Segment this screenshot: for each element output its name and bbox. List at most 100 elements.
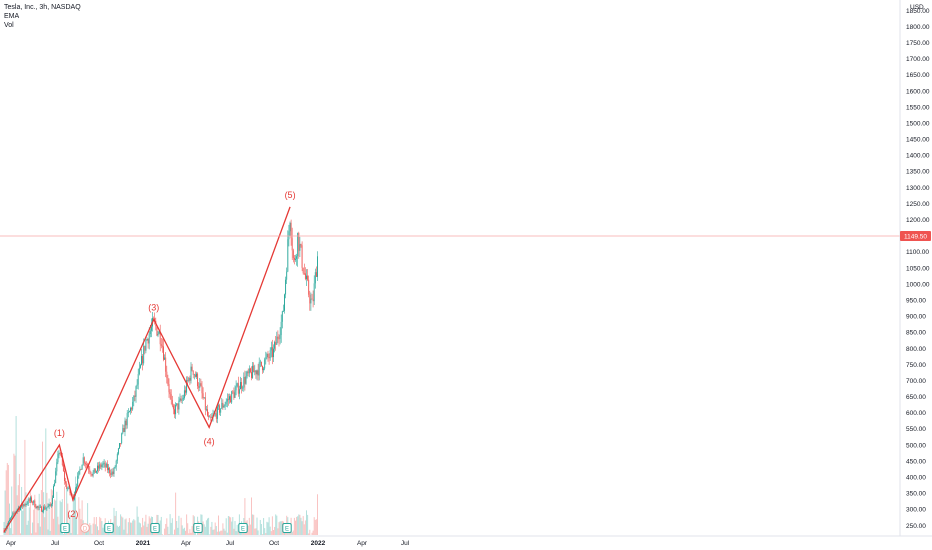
candle-body	[75, 489, 76, 495]
candle-body	[51, 497, 53, 505]
ema-indicator-label[interactable]: EMA	[4, 13, 20, 20]
elliott-wave-drawing[interactable]: (1) (2) (3) (4) (5)	[3, 190, 296, 533]
candle-body	[159, 331, 161, 345]
dividend-badge[interactable]: D	[80, 523, 90, 533]
volume-bar	[60, 502, 62, 535]
volume-indicator-label[interactable]: Vol	[4, 22, 14, 29]
candle-body	[146, 339, 148, 341]
candle-body	[42, 511, 43, 512]
candle-body	[18, 507, 20, 511]
volume-bar	[139, 523, 141, 535]
earnings-badge[interactable]: E	[238, 523, 248, 533]
candle-body	[277, 336, 279, 339]
candle-body	[97, 465, 98, 471]
candle-body	[22, 503, 24, 507]
volume-bar	[234, 521, 236, 535]
wave-line[interactable]	[3, 206, 291, 533]
price-tick-label: 1450.00	[906, 137, 930, 144]
time-axis[interactable]: Apr Jul Oct 2021 Apr Jul Oct 2022 Apr Jul	[6, 540, 410, 547]
volume-bar	[209, 534, 211, 535]
volume-bar	[237, 531, 239, 535]
volume-bars	[3, 416, 318, 535]
candle-body	[84, 463, 86, 465]
volume-bar	[35, 532, 37, 535]
candle-body	[49, 504, 51, 506]
candle-body	[171, 399, 173, 406]
volume-bar	[278, 522, 280, 535]
price-tick-label: 1250.00	[906, 201, 930, 208]
candle-body	[181, 399, 183, 401]
candle-body	[183, 390, 185, 398]
candle-body	[236, 383, 238, 387]
candle-body	[258, 362, 260, 376]
candle-body	[56, 462, 58, 472]
candle-body	[53, 486, 54, 498]
candle-body	[121, 433, 123, 444]
volume-bar	[253, 514, 255, 535]
volume-bar	[42, 441, 43, 535]
earnings-badge[interactable]: E	[104, 523, 114, 533]
volume-bar	[164, 528, 166, 535]
volume-bar	[277, 528, 279, 535]
volume-bar	[280, 521, 282, 535]
volume-bar	[143, 525, 145, 535]
volume-bar	[194, 532, 196, 535]
candle-body	[301, 245, 303, 268]
price-tick-label: 1000.00	[906, 281, 930, 288]
volume-bar	[4, 490, 6, 535]
volume-bar	[212, 529, 214, 535]
volume-bar	[6, 462, 8, 535]
volume-bar	[178, 515, 180, 535]
candle-body	[229, 396, 230, 400]
volume-bar	[230, 517, 232, 535]
candle-body	[190, 366, 192, 381]
volume-bar	[270, 531, 272, 535]
candle-body	[105, 463, 107, 468]
volume-bar	[256, 517, 258, 535]
candle-body	[235, 386, 237, 391]
candle-body	[168, 384, 170, 393]
price-tick-label: 1050.00	[906, 265, 930, 272]
candle-body	[150, 326, 152, 331]
candle-body	[68, 487, 70, 489]
candle-body	[306, 275, 307, 279]
candle-body	[149, 330, 151, 335]
price-tick-label: 500.00	[906, 442, 926, 449]
candle-body	[220, 408, 222, 413]
volume-bar	[37, 523, 39, 535]
candle-body	[275, 342, 277, 345]
candle-body	[247, 371, 249, 374]
price-tick-label: 1100.00	[906, 249, 929, 256]
svg-text:E: E	[241, 527, 245, 533]
candle-body	[264, 359, 266, 369]
earnings-badge[interactable]: E	[150, 523, 160, 533]
candle-body	[179, 398, 181, 401]
volume-bar	[161, 534, 163, 535]
volume-bar	[222, 523, 224, 535]
candlesticks	[3, 219, 318, 533]
price-tick-label: 950.00	[906, 297, 926, 304]
candle-body	[191, 366, 193, 371]
volume-bar	[183, 527, 185, 535]
earnings-badge[interactable]: E	[282, 523, 292, 533]
earnings-badge[interactable]: E	[193, 523, 203, 533]
candle-body	[141, 355, 142, 365]
price-tick-label: 900.00	[906, 314, 926, 321]
volume-bar	[27, 520, 29, 535]
candle-body	[33, 500, 35, 503]
time-tick-label: Apr	[181, 540, 192, 547]
volume-bar	[87, 503, 89, 535]
candle-body	[284, 294, 285, 311]
volume-bar	[264, 528, 266, 535]
volume-bar	[111, 531, 113, 535]
chart-title: Tesla, Inc., 3h, NASDAQ	[4, 4, 81, 11]
candle-body	[210, 416, 212, 418]
candle-body	[165, 357, 167, 372]
volume-bar	[208, 517, 210, 535]
volume-bar	[48, 498, 50, 535]
earnings-badge[interactable]: E	[60, 523, 70, 533]
volume-bar	[14, 455, 16, 535]
